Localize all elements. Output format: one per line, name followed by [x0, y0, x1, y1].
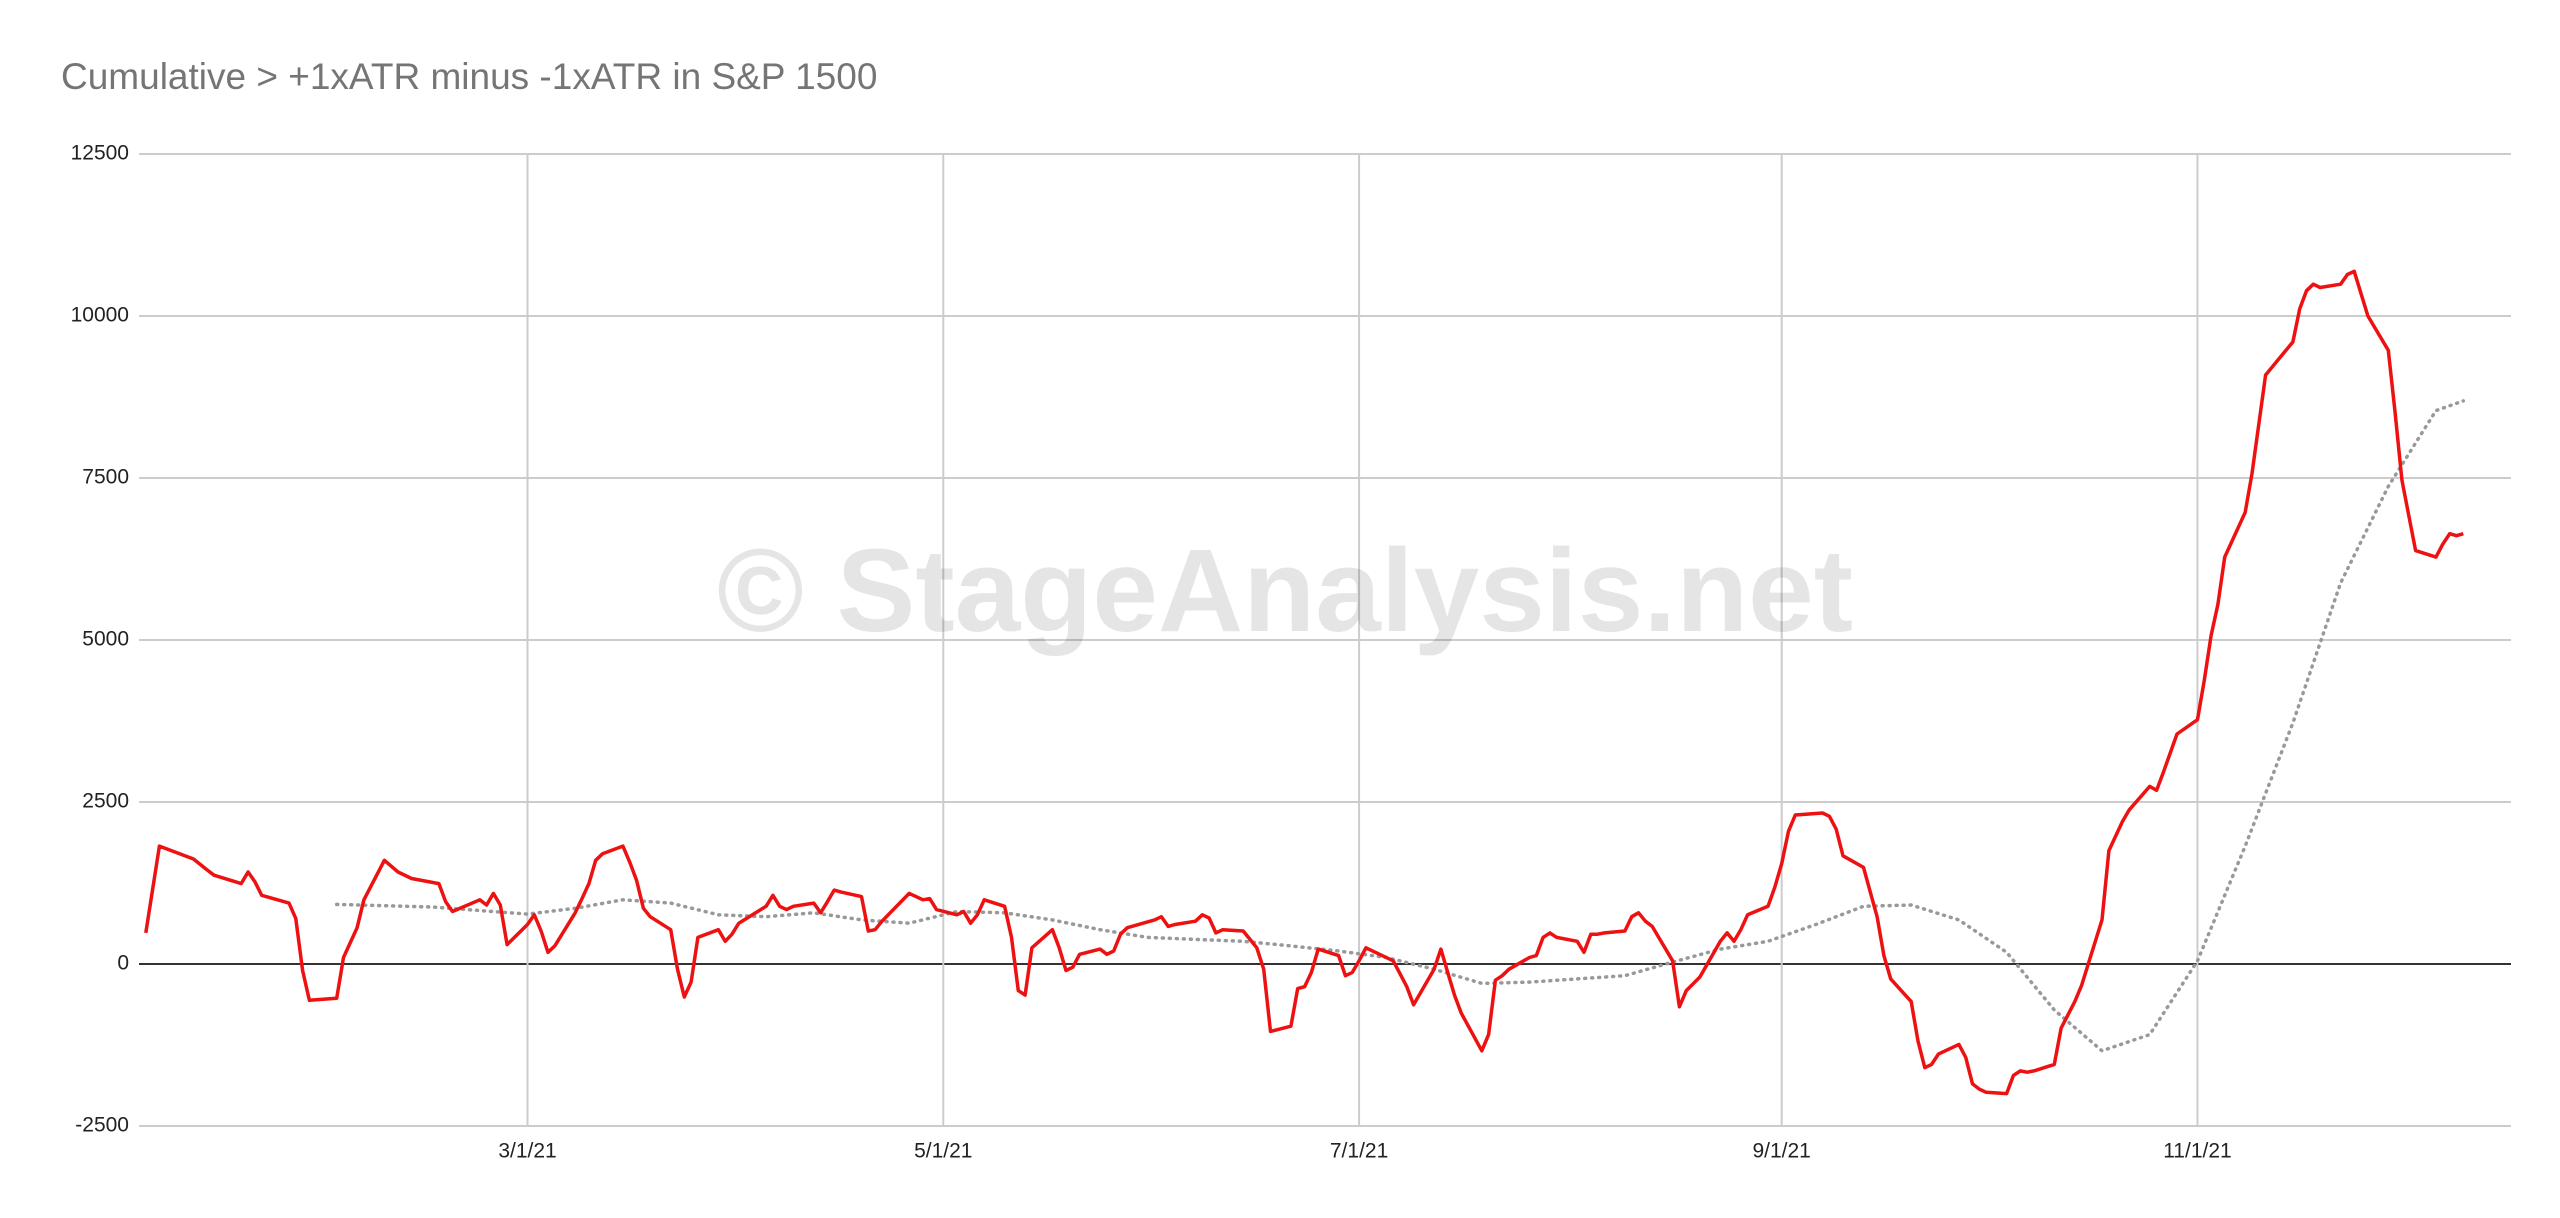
y-tick-label: 7500: [82, 466, 129, 489]
y-tick-label: 10000: [71, 304, 129, 327]
y-tick-label: 12500: [71, 142, 129, 165]
y-tick-label: -2500: [75, 1114, 129, 1137]
x-tick-label: 9/1/21: [1752, 1140, 1810, 1163]
average-line: [334, 399, 2466, 1053]
x-tick-label: 5/1/21: [914, 1140, 972, 1163]
y-tick-label: 5000: [82, 628, 129, 651]
y-tick-label: 2500: [82, 790, 129, 813]
data-line: [144, 269, 2464, 1096]
x-tick-label: 7/1/21: [1330, 1140, 1388, 1163]
watermark: © StageAnalysis.net: [717, 525, 1853, 657]
chart-title: Cumulative > +1xATR minus -1xATR in S&P …: [61, 56, 877, 97]
x-tick-label: 3/1/21: [498, 1140, 556, 1163]
y-tick-label: 0: [117, 952, 129, 975]
x-tick-label: 11/1/21: [2163, 1140, 2232, 1163]
